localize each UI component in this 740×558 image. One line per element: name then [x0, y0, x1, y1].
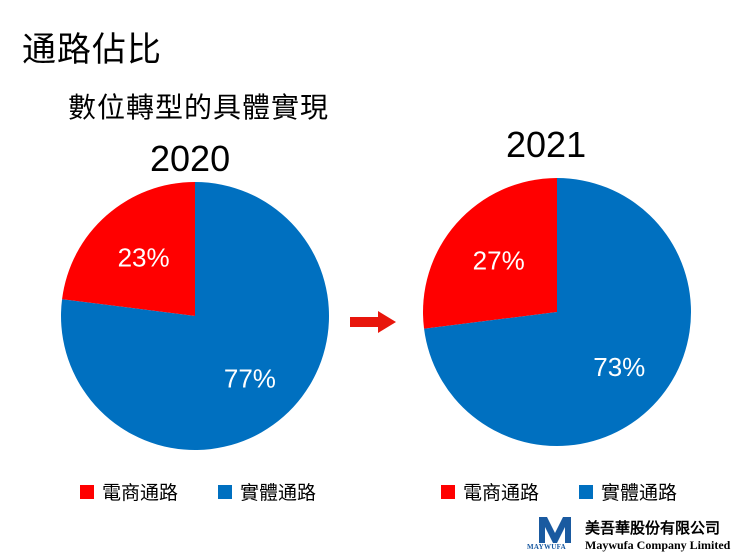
- pie-slice-online-2020: [62, 182, 196, 316]
- legend-label-physical: 實體通路: [601, 482, 678, 504]
- maywufa-logo-icon: [539, 517, 571, 543]
- right-arrow-icon: [350, 311, 396, 333]
- pie-label-online-2021: 27%: [473, 246, 525, 276]
- page-title: 通路佔比: [22, 30, 162, 70]
- pie-label-physical-2020: 77%: [224, 363, 276, 393]
- legend-item-online: 電商通路: [80, 478, 178, 505]
- logo-text: MAYWUFA: [527, 543, 567, 551]
- legend-item-physical: 實體通路: [579, 478, 677, 505]
- legend-item-online: 電商通路: [441, 478, 539, 505]
- legend-swatch-physical: [218, 484, 233, 499]
- pie-label-online-2020: 23%: [118, 243, 170, 273]
- company-name-zh: 美吾華股份有限公司: [585, 519, 721, 537]
- legend-swatch-online: [80, 484, 94, 499]
- page-subtitle: 數位轉型的具體實現: [68, 91, 330, 124]
- legend-label-physical: 實體通路: [240, 482, 317, 504]
- pie-chart-2021: 27% 73%: [423, 178, 692, 446]
- chart-title-2020: 2020: [150, 138, 231, 179]
- legend-swatch-online: [441, 484, 455, 499]
- legend-2021: 電商通路 實體通路: [441, 478, 677, 505]
- pie-label-physical-2021: 73%: [593, 352, 645, 382]
- pie-chart-2020: 23% 77%: [61, 182, 330, 450]
- chart-title-2021: 2021: [506, 124, 587, 165]
- pie-slice-physical-2020: [61, 182, 330, 450]
- pie-slice-physical-2021: [424, 178, 692, 446]
- company-name-en: Maywufa Company Limited: [585, 538, 731, 552]
- legend-label-online: 電商通路: [463, 482, 540, 504]
- legend-swatch-physical: [579, 484, 594, 499]
- legend-2020: 電商通路 實體通路: [80, 478, 316, 505]
- legend-item-physical: 實體通路: [218, 478, 316, 505]
- pie-slice-online-2021: [423, 178, 557, 329]
- legend-label-online: 電商通路: [102, 482, 179, 504]
